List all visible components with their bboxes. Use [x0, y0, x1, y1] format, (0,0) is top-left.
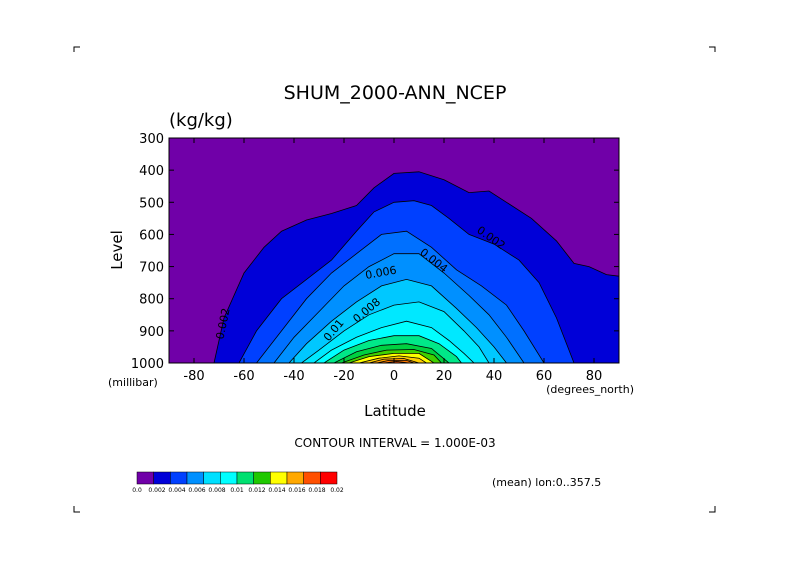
colorbar-swatch-2 — [170, 471, 188, 485]
colorbar-label-8: 0.016 — [288, 487, 305, 494]
x-tick-label-0: -80 — [183, 369, 204, 384]
colorbar-swatch-10 — [303, 471, 321, 485]
colorbar-swatch-7 — [253, 471, 271, 485]
x-tick-label-6: 40 — [486, 369, 503, 384]
y-tick-label-4: 700 — [139, 261, 164, 276]
x-tick-label-7: 60 — [536, 369, 553, 384]
corner-marks — [73, 46, 716, 513]
y-tick-label-5: 800 — [139, 293, 164, 308]
colorbar-swatch-3 — [186, 471, 204, 485]
colorbar-swatch-11 — [320, 471, 338, 485]
x-axis-label: Latitude — [364, 402, 426, 420]
colorbar-label-2: 0.004 — [168, 487, 185, 494]
colorbar-swatch-0 — [136, 471, 154, 485]
colorbar-label-0: 0.0 — [132, 487, 142, 494]
colorbar-swatch-9 — [286, 471, 304, 485]
x-axis: -80 -60 -40 -20 0 20 40 60 80 — [183, 138, 602, 384]
y-tick-label-7: 1000 — [131, 357, 164, 372]
contour-interval-text: CONTOUR INTERVAL = 1.000E-03 — [294, 436, 495, 450]
y-tick-label-1: 400 — [139, 164, 164, 179]
y-axis: 300 400 500 600 700 800 900 1000 — [131, 132, 619, 372]
x-tick-label-2: -40 — [283, 369, 304, 384]
chart-title: SHUM_2000-ANN_NCEP — [284, 82, 507, 104]
mean-note: (mean) lon:0..357.5 — [492, 476, 601, 489]
colorbar-label-3: 0.006 — [188, 487, 205, 494]
x-tick-label-5: 20 — [436, 369, 453, 384]
colorbar-label-9: 0.018 — [308, 487, 325, 494]
colorbar-swatch-1 — [153, 471, 171, 485]
x-units-label: (degrees_north) — [546, 383, 634, 396]
units-label: (kg/kg) — [169, 110, 233, 131]
x-tick-label-1: -60 — [233, 369, 254, 384]
x-tick-label-4: 0 — [390, 369, 398, 384]
contour-label-3: 0.006 — [364, 264, 397, 282]
y-units-label: (millibar) — [108, 376, 158, 389]
colorbar-label-1: 0.002 — [148, 487, 165, 494]
y-tick-label-2: 500 — [139, 196, 164, 211]
colorbar-label-5: 0.01 — [230, 487, 244, 494]
y-tick-label-0: 300 — [139, 132, 164, 147]
x-tick-label-3: -20 — [333, 369, 354, 384]
y-tick-label-6: 900 — [139, 325, 164, 340]
colorbar-label-10: 0.02 — [330, 487, 344, 494]
x-tick-label-8: 80 — [586, 369, 603, 384]
colorbar-swatch-4 — [203, 471, 221, 485]
colorbar-swatch-6 — [236, 471, 254, 485]
y-tick-label-3: 600 — [139, 228, 164, 243]
colorbar-swatch-8 — [270, 471, 288, 485]
colorbar-label-6: 0.012 — [248, 487, 265, 494]
colorbar-label-7: 0.014 — [268, 487, 285, 494]
colorbar: 0.0 0.002 0.004 0.006 0.008 0.01 0.012 0.014 0.0… — [132, 471, 344, 494]
colorbar-label-4: 0.008 — [208, 487, 225, 494]
corner-mark-top-right — [709, 46, 716, 52]
y-axis-label: Level — [108, 230, 126, 270]
contour-plot — [169, 138, 619, 363]
colorbar-swatch-5 — [220, 471, 238, 485]
corner-mark-top-left — [73, 46, 80, 52]
contour-label-0: 0.002 — [213, 307, 232, 341]
corner-mark-bottom-right — [709, 506, 716, 513]
corner-mark-bottom-left — [73, 506, 80, 513]
